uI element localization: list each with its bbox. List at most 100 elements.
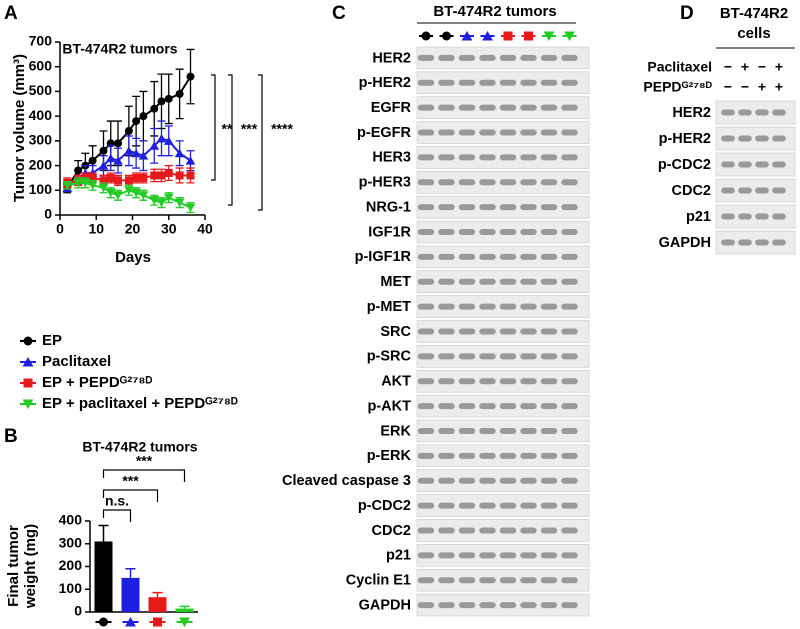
data-point	[175, 89, 184, 98]
data-point	[99, 146, 108, 155]
protein-label: Cyclin E1	[346, 573, 411, 589]
significance-label: ***	[122, 473, 139, 489]
band	[417, 278, 435, 285]
bracket	[228, 74, 233, 206]
band	[738, 187, 752, 194]
blot-title: cells	[737, 25, 770, 42]
band	[458, 179, 476, 186]
band	[520, 577, 537, 584]
bar	[148, 597, 167, 612]
data-point	[105, 188, 116, 198]
band	[458, 378, 476, 385]
band	[540, 303, 558, 310]
band	[499, 129, 517, 136]
band	[417, 328, 435, 335]
band	[721, 239, 735, 246]
band	[438, 54, 455, 61]
band	[772, 161, 786, 168]
lane-marker	[482, 31, 493, 41]
band	[721, 161, 735, 168]
data-point	[114, 139, 122, 148]
band	[540, 328, 558, 335]
band	[755, 161, 769, 168]
x-axis-label: Days	[115, 249, 151, 266]
band	[438, 278, 455, 285]
band	[520, 229, 537, 236]
band	[520, 154, 537, 161]
band	[438, 427, 455, 434]
condition-label: Paclitaxel	[647, 59, 712, 75]
data-point	[139, 173, 148, 182]
band	[417, 427, 435, 434]
data-point	[149, 141, 160, 150]
protein-label: HER3	[372, 150, 411, 166]
band	[438, 253, 455, 260]
protein-label: p-CDC2	[658, 157, 711, 173]
condition-sign: +	[775, 59, 783, 75]
protein-label: p21	[686, 209, 711, 225]
band	[499, 378, 517, 385]
band	[540, 502, 558, 509]
band	[520, 54, 537, 61]
band	[561, 477, 578, 484]
band	[417, 229, 435, 236]
band	[520, 378, 537, 385]
bracket	[102, 469, 186, 482]
band	[499, 577, 517, 584]
protein-label: p-IGF1R	[355, 249, 412, 265]
bar	[175, 608, 194, 612]
band	[417, 403, 435, 410]
band	[479, 427, 496, 434]
band	[438, 179, 455, 186]
band	[561, 278, 578, 285]
band	[479, 577, 496, 584]
band	[561, 427, 578, 434]
x-tick-label: 10	[88, 221, 104, 237]
data-point	[99, 176, 108, 185]
band	[772, 239, 786, 246]
band	[499, 179, 517, 186]
band	[499, 403, 517, 410]
band	[540, 602, 558, 609]
band	[458, 229, 476, 236]
band	[561, 378, 578, 385]
condition-sign: −	[741, 79, 749, 95]
band	[721, 213, 735, 220]
band	[417, 527, 435, 534]
x-tick-label: 20	[125, 221, 141, 237]
significance-label: ****	[271, 121, 293, 137]
data-point	[73, 178, 83, 188]
band	[458, 577, 476, 584]
band	[458, 154, 476, 161]
band	[438, 378, 455, 385]
data-point	[156, 198, 167, 208]
band	[458, 104, 476, 111]
band	[479, 129, 496, 136]
data-point	[157, 171, 166, 180]
band	[520, 552, 537, 559]
band	[561, 154, 578, 161]
band	[438, 328, 455, 335]
data-point	[88, 173, 97, 182]
band	[458, 477, 476, 484]
protein-label: AKT	[381, 374, 411, 390]
protein-label: GAPDH	[359, 597, 411, 613]
data-point	[174, 198, 185, 208]
y-tick-label: 100	[29, 181, 53, 197]
lane-marker	[442, 31, 451, 41]
band	[479, 204, 496, 211]
legend-marker	[22, 357, 34, 367]
band	[499, 602, 517, 609]
band	[738, 213, 752, 220]
band	[738, 135, 752, 142]
protein-label: p-HER2	[659, 131, 711, 147]
protein-label: CDC2	[672, 183, 711, 199]
band	[438, 129, 455, 136]
x-tick-label: 0	[56, 221, 64, 237]
y-tick-label: 400	[29, 107, 53, 123]
data-point	[98, 161, 109, 170]
data-point	[105, 153, 116, 163]
data-point	[124, 126, 133, 135]
error-bar	[98, 524, 109, 542]
data-point	[124, 176, 133, 185]
